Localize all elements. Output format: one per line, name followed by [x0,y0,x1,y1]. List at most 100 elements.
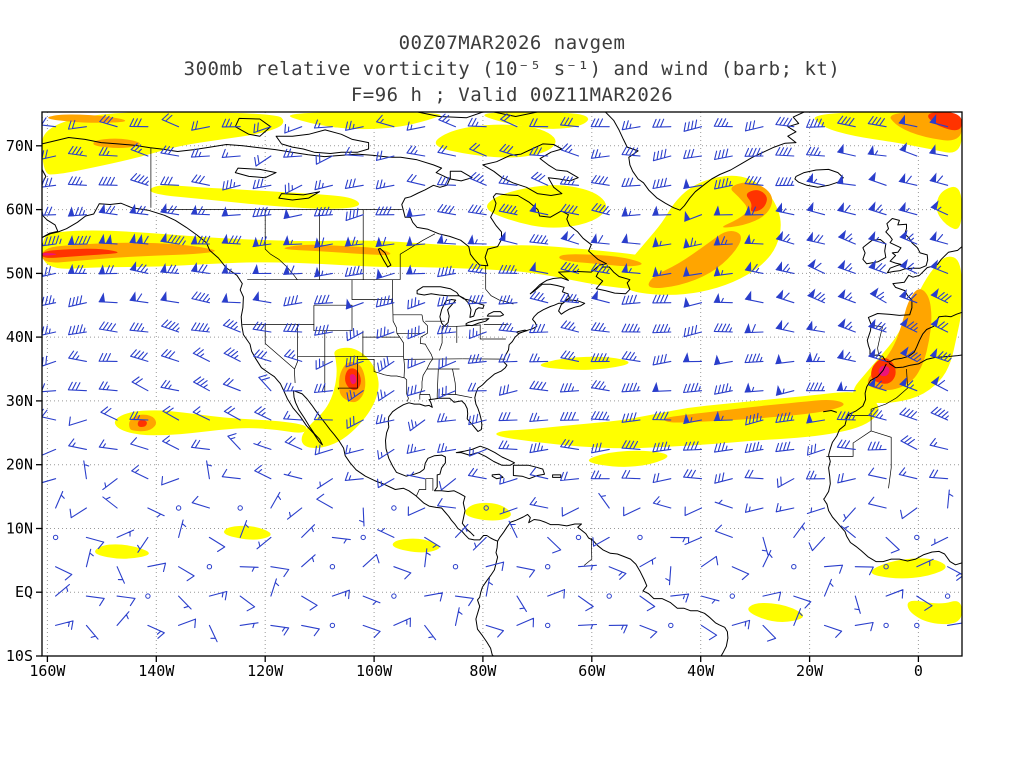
title-line-2: 300mb relative vorticity (10⁻⁵ s⁻¹) and … [183,58,841,80]
vorticity-shading [42,112,962,625]
island-outline [794,168,844,188]
calm-wind-circle [729,593,735,599]
vorticity-region-magenta [349,374,357,385]
calm-wind-circle [391,505,397,511]
vorticity-region-yellow [465,502,511,521]
island-outline [885,218,929,274]
border-line [419,394,432,400]
calm-wind-circle [206,564,213,570]
island-outline [552,474,562,478]
vorticity-region-magenta [878,365,890,377]
calm-wind-circle [52,534,59,541]
lon-tick-label: 80W [469,662,497,680]
vorticity-region-yellow [487,185,607,228]
vorticity-region-yellow [588,450,668,467]
lon-tick-label: 0 [914,662,923,680]
wind-barb-staffs [42,113,962,643]
wind-barb-pennants [42,114,940,424]
lat-tick-label: 50N [6,264,33,282]
island-outline [595,266,631,295]
calm-wind-circle [483,505,489,511]
border-line [870,430,892,489]
calm-wind-circle [329,564,336,570]
vorticity-region-yellow [150,185,360,209]
island-outline [862,239,887,265]
vorticity-region-yellow [748,603,804,622]
lat-tick-label: 10N [6,520,33,538]
calm-wind-circle [545,564,551,570]
border-line [485,265,514,305]
border-line [264,209,298,280]
calm-wind-circle [237,505,243,511]
calm-wind-circle [391,593,397,599]
calm-wind-circle [145,593,151,599]
island-outline [275,129,370,154]
vorticity-region-yellow [42,230,676,289]
lon-tick-label: 20W [796,662,824,680]
coastline [493,112,538,117]
coastline [497,513,729,656]
lat-tick-label: 40N [6,328,33,346]
calm-wind-circle [944,593,951,599]
coastline [823,410,837,413]
vorticity-region-red [42,248,118,258]
lake-outline [465,318,490,327]
coastline [866,246,962,363]
lat-tick-label: 20N [6,456,33,474]
calm-wind-circle [360,534,366,541]
vorticity-region-yellow [907,600,962,625]
lat-tick-label: 60N [6,201,33,219]
calm-wind-circle [545,622,551,629]
border-line [870,368,908,416]
border-line [294,324,298,370]
calm-wind-circle [452,564,459,570]
calm-wind-circle [606,593,612,599]
calm-wind-circle [668,622,674,629]
vorticity-region-yellow [95,544,149,559]
vorticity-region-yellow [620,175,781,295]
vorticity-region-yellow [871,558,946,579]
lon-tick-label: 40W [687,662,715,680]
calm-wind-circle [175,505,182,511]
lake-outline [278,191,321,201]
border-line [392,279,404,357]
lake-outline [234,167,277,179]
vorticity-region-red [928,112,962,131]
calm-wind-circle [637,534,643,541]
lon-tick-label: 120W [247,662,284,680]
island-outline [512,464,545,480]
island-outline [515,329,528,334]
vorticity-region-yellow [540,356,629,370]
border-line [419,314,434,400]
coastline [42,214,59,239]
vorticity-region-orange [42,242,215,263]
vorticity-region-yellow [42,112,284,175]
island-outline [491,473,504,480]
lat-tick-label: EQ [15,583,33,601]
coastline [475,541,499,656]
calm-wind-circle [914,534,920,541]
vorticity-region-yellow [392,538,440,553]
vorticity-region-orange [284,244,391,255]
lon-tick-label: 140W [138,662,175,680]
lake-outline [439,299,457,327]
wind-barbs [42,113,962,643]
lake-outline [416,286,460,297]
vorticity-region-red [746,190,767,212]
lon-tick-label: 160W [29,662,66,680]
lake-outline [458,295,485,318]
chart-titles: 00Z07MAR2026 navgem 300mb relative vorti… [0,30,1024,108]
lake-outline [486,311,505,317]
calm-wind-circle [329,622,336,629]
border-line [337,356,358,390]
border-line [826,415,872,457]
political-borders [150,147,908,566]
border-line [403,358,463,360]
coastline [42,202,498,542]
coastline [423,454,475,537]
calm-wind-circle [791,564,797,570]
border-line [399,233,436,280]
border-line [583,537,593,566]
